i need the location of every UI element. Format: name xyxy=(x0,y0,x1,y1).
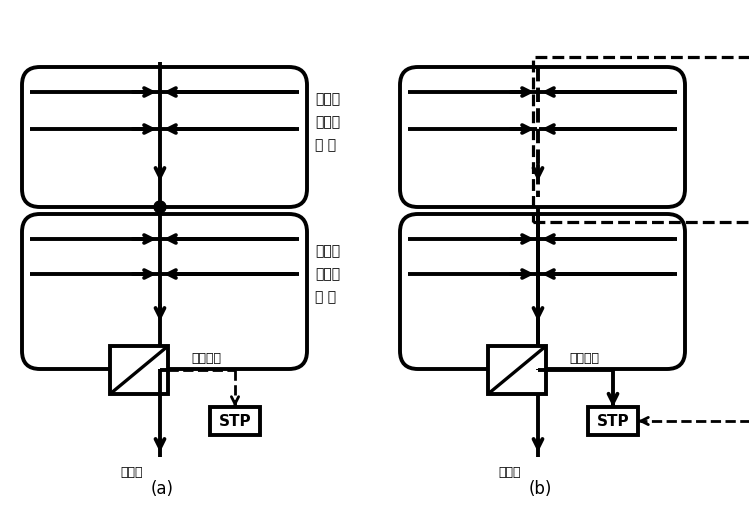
Bar xyxy=(588,407,638,435)
Bar xyxy=(533,57,749,222)
Bar xyxy=(110,346,168,394)
Bar xyxy=(488,346,546,394)
Circle shape xyxy=(154,201,166,213)
FancyBboxPatch shape xyxy=(400,67,685,207)
Text: STP: STP xyxy=(597,414,629,429)
Text: (a): (a) xyxy=(151,480,174,498)
Text: 월류수: 월류수 xyxy=(499,465,521,479)
Bar xyxy=(210,407,260,435)
FancyBboxPatch shape xyxy=(400,214,685,369)
FancyBboxPatch shape xyxy=(22,214,307,369)
Text: 합류식
하수도
구 역: 합류식 하수도 구 역 xyxy=(315,244,340,304)
Text: (b): (b) xyxy=(528,480,552,498)
Text: 우수토실: 우수토실 xyxy=(191,352,221,364)
Text: STP: STP xyxy=(219,414,252,429)
FancyBboxPatch shape xyxy=(22,67,307,207)
Text: 월류수: 월류수 xyxy=(121,465,143,479)
Text: 분류식
하수도
구 역: 분류식 하수도 구 역 xyxy=(315,92,340,152)
Text: 우수토실: 우수토실 xyxy=(569,352,599,364)
